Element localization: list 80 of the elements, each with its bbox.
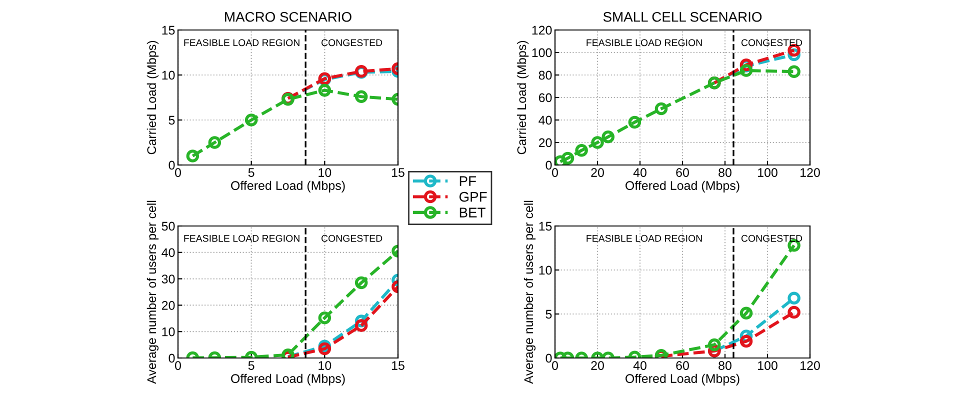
annotation: CONGESTED — [322, 234, 382, 242]
y-axis-title: Carried Load (Mbps) — [516, 40, 529, 154]
legend-label: PF — [460, 176, 476, 186]
annotation: FEASIBLE LOAD REGION — [586, 234, 702, 242]
y-tick-label: 5 — [168, 116, 175, 125]
x-tick-label: 15 — [392, 168, 404, 177]
y-tick-label: 0 — [168, 160, 175, 170]
x-tick-label: 80 — [718, 361, 732, 370]
point — [186, 150, 200, 162]
point — [244, 114, 258, 126]
x-tick-label: 20 — [591, 361, 604, 370]
y-axis-title: Average number of users per cell — [524, 200, 536, 384]
point — [318, 311, 332, 324]
y-tick-label: 0 — [546, 354, 552, 363]
y-tick-label: 0 — [168, 354, 175, 363]
point — [354, 319, 368, 332]
chart-title: SMALL CELL SCENARIO — [603, 12, 762, 22]
y-tick-label: 120 — [532, 26, 552, 35]
y-tick-label: 10 — [162, 70, 175, 80]
x-tick-label: 100 — [758, 168, 778, 177]
point — [740, 64, 753, 77]
annotation: FEASIBLE LOAD REGION — [184, 39, 300, 46]
y-tick-label: 100 — [532, 48, 552, 58]
y-tick-label: 80 — [538, 70, 552, 80]
y-tick-label: 15 — [539, 222, 552, 231]
y-tick-label: 50 — [162, 222, 175, 231]
y-tick-label: 20 — [538, 138, 552, 148]
annotation: FEASIBLE LOAD REGION — [184, 234, 300, 242]
x-tick-label: 20 — [591, 168, 604, 177]
x-tick-label: 10 — [318, 361, 332, 370]
y-tick-label: 40 — [538, 116, 552, 125]
y-tick-label: 30 — [162, 274, 175, 284]
x-axis-title: Offered Load (Mbps) — [626, 180, 740, 192]
annotation: CONGESTED — [741, 234, 802, 242]
x-axis-title: Offered Load (Mbps) — [626, 374, 740, 386]
y-tick-label: 15 — [162, 26, 175, 35]
x-tick-label: 40 — [633, 168, 646, 177]
annotation: CONGESTED — [322, 39, 382, 46]
y-tick-label: 60 — [538, 93, 552, 102]
point — [575, 144, 588, 157]
point — [354, 90, 368, 103]
point — [628, 116, 642, 129]
point — [208, 136, 222, 149]
x-tick-label: 60 — [676, 168, 689, 177]
x-tick-label: 100 — [758, 361, 778, 370]
point — [354, 276, 368, 290]
x-axis-title: Offered Load (Mbps) — [231, 180, 345, 192]
x-tick-label: 0 — [175, 168, 181, 177]
point — [561, 152, 574, 165]
y-tick-label: 5 — [546, 310, 552, 319]
x-tick-label: 0 — [175, 361, 181, 370]
legend-label: GPF — [459, 192, 487, 202]
point — [602, 130, 615, 144]
y-axis-title: Average number of users per cell — [146, 200, 159, 384]
point — [654, 102, 668, 116]
y-axis-title: Carried Load (Mbps) — [146, 40, 159, 154]
x-tick-label: 0 — [552, 361, 558, 370]
y-tick-label: 10 — [539, 266, 552, 275]
point — [788, 65, 800, 78]
point — [318, 84, 332, 97]
x-tick-label: 15 — [392, 361, 404, 370]
point — [591, 136, 604, 149]
x-tick-label: 120 — [800, 361, 820, 370]
x-tick-label: 10 — [318, 168, 332, 177]
x-tick-label: 0 — [552, 168, 558, 177]
y-tick-label: 40 — [162, 248, 175, 258]
x-axis-title: Offered Load (Mbps) — [231, 374, 345, 386]
legend-label: BET — [460, 208, 486, 218]
annotation: CONGESTED — [741, 39, 802, 46]
y-tick-label: 0 — [546, 160, 552, 170]
y-tick-label: 10 — [162, 327, 175, 336]
chart-title: MACRO SCENARIO — [225, 12, 352, 22]
x-tick-label: 40 — [633, 361, 646, 370]
x-tick-label: 5 — [248, 361, 254, 370]
annotation: FEASIBLE LOAD REGION — [586, 39, 702, 46]
x-tick-label: 5 — [248, 168, 254, 177]
x-tick-label: 80 — [718, 168, 732, 177]
x-tick-label: 60 — [676, 361, 689, 370]
x-tick-label: 120 — [800, 168, 820, 177]
y-tick-label: 20 — [162, 301, 175, 310]
